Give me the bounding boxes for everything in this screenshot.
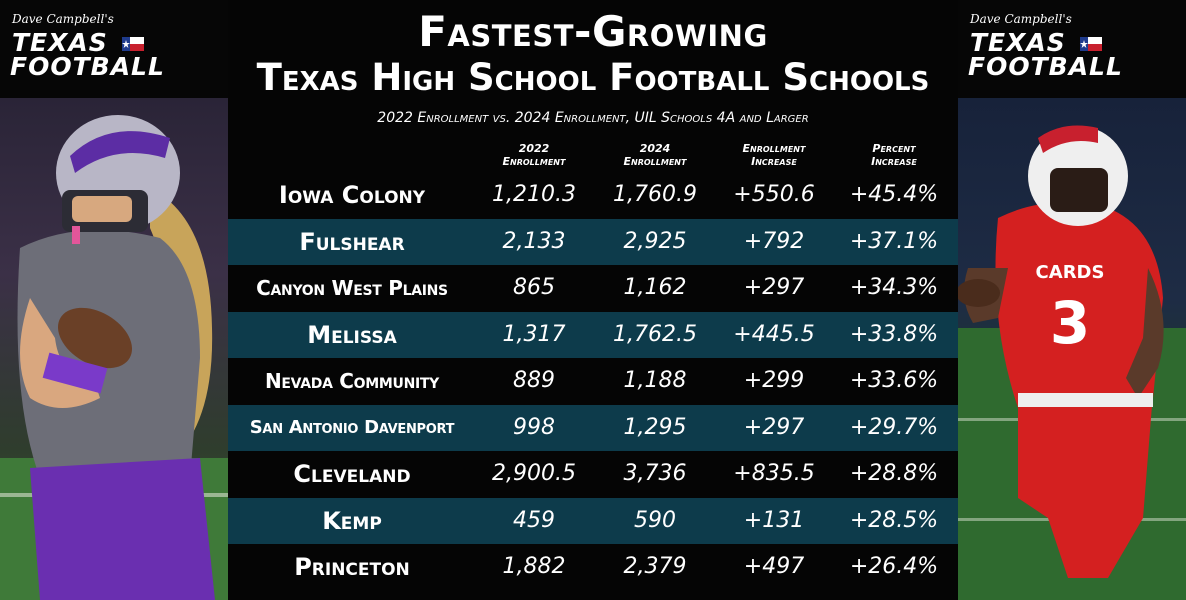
jersey-number: 3 — [1050, 289, 1090, 357]
percent-increase: +28.5% — [849, 507, 939, 533]
percent-increase: +45.4% — [849, 182, 939, 207]
brand-logo-left: Dave Campbell's TEXAS FOOTBALL — [0, 0, 228, 98]
school-name: San Antonio Davenport — [249, 416, 455, 438]
percent-increase: +26.4% — [849, 554, 939, 579]
header-2024-enrollment: 2024 Enrollment — [623, 142, 687, 168]
enrollment-increase: +497 — [743, 554, 805, 579]
right-panel: Dave Campbell's TEXAS FOOTBALL — [958, 0, 1186, 600]
enrollment-increase: +445.5 — [733, 321, 815, 347]
enrollment-increase: +792 — [743, 228, 805, 254]
enrollment-2024: 1,162 — [623, 275, 687, 300]
left-player-photo — [0, 98, 228, 600]
percent-increase: +33.6% — [849, 368, 939, 393]
table-row: Cleveland 2,900.5 3,736 +835.5 +28.8% — [228, 451, 958, 498]
enrollment-increase: +131 — [743, 507, 805, 533]
left-panel: Dave Campbell's TEXAS FOOTBALL — [0, 0, 228, 600]
main-title: Fastest-Growing — [418, 7, 768, 56]
header-enrollment-increase: Enrollment Increase — [742, 142, 806, 168]
brand-logo-right: Dave Campbell's TEXAS FOOTBALL — [958, 0, 1186, 98]
texas-flag-icon — [1080, 37, 1102, 51]
logo-texas-text: TEXAS — [12, 28, 108, 57]
table-row: San Antonio Davenport 998 1,295 +297 +29… — [228, 404, 958, 451]
logo-texas-text: TEXAS — [970, 28, 1066, 57]
enrollment-increase: +297 — [743, 414, 805, 440]
enrollment-increase: +297 — [743, 275, 805, 300]
school-name: Cleveland — [293, 460, 411, 488]
enrollment-2022: 1,210.3 — [492, 182, 576, 207]
table-row: Fulshear 2,133 2,925 +792 +37.1% — [228, 218, 958, 265]
logo-small-text: Dave Campbell's — [970, 12, 1072, 26]
school-name: Nevada Community — [264, 369, 440, 393]
enrollment-table: Iowa Colony 1,210.3 1,760.9 +550.6 +45.4… — [228, 172, 958, 591]
enrollment-2024: 1,760.9 — [613, 182, 697, 207]
enrollment-2022: 2,900.5 — [492, 461, 576, 486]
logo-football-text: FOOTBALL — [10, 52, 165, 81]
enrollment-2022: 2,133 — [502, 228, 566, 254]
enrollment-increase: +550.6 — [733, 182, 815, 207]
logo-football-text: FOOTBALL — [968, 52, 1123, 81]
percent-increase: +28.8% — [849, 461, 939, 486]
enrollment-increase: +299 — [743, 368, 805, 393]
header-2022-enrollment: 2022 Enrollment — [502, 142, 566, 168]
header-percent-increase: Percent Increase — [871, 142, 917, 168]
enrollment-2024: 1,295 — [623, 414, 687, 440]
enrollment-2024: 2,925 — [623, 228, 687, 254]
school-name: Canyon West Plains — [256, 276, 448, 300]
table-row: Iowa Colony 1,210.3 1,760.9 +550.6 +45.4… — [228, 172, 958, 219]
enrollment-2024: 2,379 — [623, 554, 687, 579]
percent-increase: +33.8% — [849, 321, 939, 347]
table-row: Nevada Community 889 1,188 +299 +33.6% — [228, 358, 958, 405]
right-player-photo: CARDS 3 — [958, 98, 1186, 600]
table-row: Princeton 1,882 2,379 +497 +26.4% — [228, 544, 958, 591]
percent-increase: +37.1% — [849, 228, 939, 254]
texas-flag-icon — [122, 37, 144, 51]
table-caption: 2022 Enrollment vs. 2024 Enrollment, UIL… — [377, 110, 809, 126]
school-name: Fulshear — [299, 227, 405, 256]
school-name: Kemp — [322, 506, 382, 535]
jersey-text: CARDS — [1036, 262, 1105, 283]
enrollment-2022: 889 — [513, 368, 555, 393]
enrollment-2024: 590 — [634, 507, 676, 533]
table-row: Canyon West Plains 865 1,162 +297 +34.3% — [228, 265, 958, 312]
enrollment-2022: 998 — [513, 414, 555, 440]
school-name: Princeton — [294, 553, 410, 581]
enrollment-2022: 459 — [513, 507, 555, 533]
enrollment-2022: 865 — [513, 275, 555, 300]
enrollment-2022: 1,882 — [502, 554, 566, 579]
percent-increase: +29.7% — [849, 414, 939, 440]
enrollment-2024: 1,762.5 — [613, 321, 697, 347]
enrollment-2024: 1,188 — [623, 368, 687, 393]
enrollment-increase: +835.5 — [733, 461, 815, 486]
main-subtitle-title: Texas High School Football Schools — [256, 56, 930, 99]
table-row: Melissa 1,317 1,762.5 +445.5 +33.8% — [228, 311, 958, 358]
percent-increase: +34.3% — [849, 275, 939, 300]
school-name: Iowa Colony — [278, 181, 426, 209]
logo-small-text: Dave Campbell's — [12, 12, 114, 26]
enrollment-2022: 1,317 — [502, 321, 566, 347]
school-name: Melissa — [307, 320, 397, 349]
enrollment-2024: 3,736 — [623, 461, 687, 486]
table-row: Kemp 459 590 +131 +28.5% — [228, 497, 958, 544]
